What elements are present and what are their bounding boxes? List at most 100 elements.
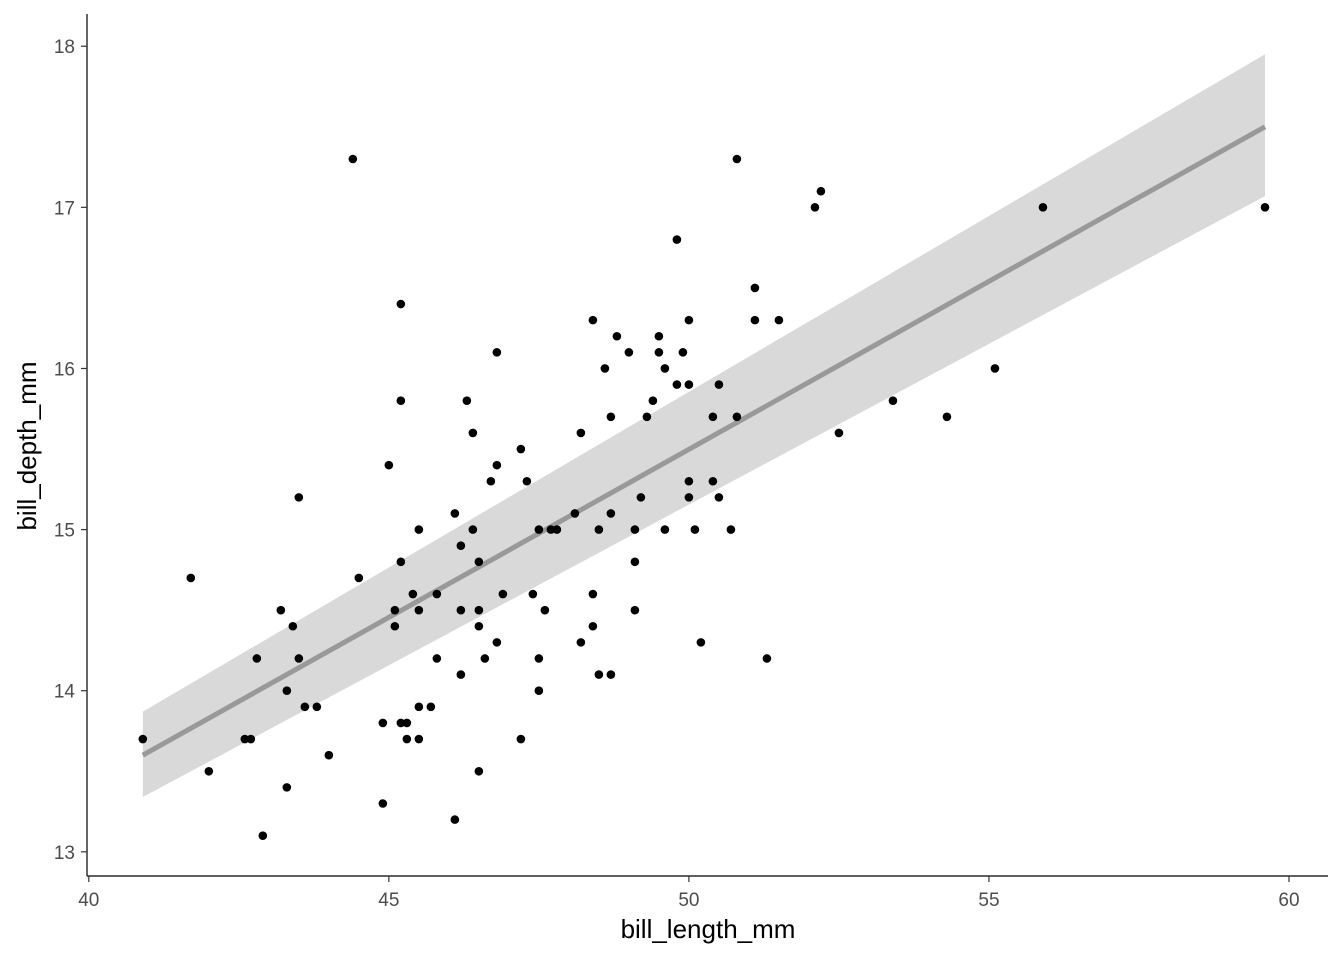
data-point [456, 670, 466, 679]
data-point [456, 605, 466, 615]
data-point [516, 734, 526, 744]
data-point [486, 476, 496, 486]
data-point [456, 541, 466, 551]
data-point [288, 621, 298, 631]
data-points-layer [138, 154, 1270, 841]
data-point [774, 315, 784, 325]
data-point [282, 783, 292, 792]
data-point [678, 348, 688, 357]
data-point [408, 589, 418, 599]
y-tick-label: 17 [54, 198, 75, 219]
data-point [630, 525, 640, 534]
data-point [654, 348, 664, 357]
data-point [462, 396, 472, 405]
data-point [378, 799, 388, 808]
data-point [570, 509, 580, 518]
data-point [552, 525, 562, 534]
data-point [348, 154, 358, 164]
data-point [414, 525, 424, 534]
data-point [576, 428, 586, 438]
confidence-band [142, 54, 1265, 798]
data-point [660, 525, 670, 534]
data-point [642, 412, 652, 422]
x-tick-label: 60 [1278, 890, 1299, 911]
data-point [492, 638, 502, 647]
data-point [624, 348, 634, 357]
y-axis-title: bill_depth_mm [12, 361, 42, 530]
data-point [324, 750, 334, 760]
data-point [606, 509, 616, 518]
data-point [396, 396, 406, 405]
data-point [588, 315, 598, 325]
data-point [534, 525, 544, 534]
data-point [750, 283, 760, 293]
data-point [516, 444, 526, 454]
data-point [282, 686, 292, 696]
data-point [888, 396, 898, 405]
data-point [450, 509, 460, 518]
data-point [432, 589, 442, 599]
data-point [600, 364, 610, 373]
data-point [588, 589, 598, 599]
data-point [588, 621, 598, 631]
data-point [204, 766, 214, 776]
data-point [648, 396, 658, 405]
x-tick-label: 45 [378, 890, 399, 911]
data-point [636, 493, 646, 502]
y-tick-label: 14 [54, 682, 76, 703]
data-point [696, 638, 706, 647]
y-tick-label: 15 [54, 521, 75, 542]
data-point [576, 638, 586, 647]
data-point [522, 476, 532, 486]
data-point [474, 605, 484, 615]
data-point [990, 364, 1000, 373]
data-point [276, 605, 286, 615]
data-point [396, 718, 406, 728]
regression-line-layer [141, 124, 1267, 758]
data-point [750, 315, 760, 325]
data-point [684, 476, 694, 486]
data-point [384, 460, 394, 470]
data-point [414, 734, 424, 744]
x-axis-title: bill_length_mm [621, 914, 796, 944]
data-point [414, 702, 424, 712]
data-point [714, 380, 724, 389]
data-point [726, 525, 736, 534]
data-point [534, 654, 544, 663]
data-point [258, 831, 268, 841]
data-point [432, 654, 442, 663]
data-point [396, 557, 406, 567]
data-point [540, 605, 550, 615]
data-point [672, 235, 682, 244]
data-point [672, 380, 682, 389]
data-point [708, 412, 718, 422]
data-point [714, 493, 724, 502]
data-point [594, 670, 604, 679]
data-point [300, 702, 310, 712]
x-tick-label: 40 [78, 890, 99, 911]
data-point [390, 621, 400, 631]
confidence-band-layer [142, 54, 1265, 798]
data-point [534, 686, 544, 696]
data-point [630, 605, 640, 615]
data-point [312, 702, 322, 712]
data-point [732, 154, 742, 164]
data-point [402, 718, 412, 728]
data-point [240, 734, 250, 744]
data-point [498, 589, 508, 599]
data-point [1260, 203, 1270, 212]
x-tick-label: 55 [978, 890, 999, 911]
data-point [414, 605, 424, 615]
data-point [378, 718, 388, 728]
data-point [294, 654, 304, 663]
data-point [816, 186, 826, 196]
data-point [810, 203, 820, 212]
data-point [1038, 203, 1048, 212]
x-tick-label: 50 [678, 890, 699, 911]
data-point [684, 315, 694, 325]
data-point [354, 573, 364, 583]
data-point [426, 702, 436, 712]
data-point [708, 476, 718, 486]
